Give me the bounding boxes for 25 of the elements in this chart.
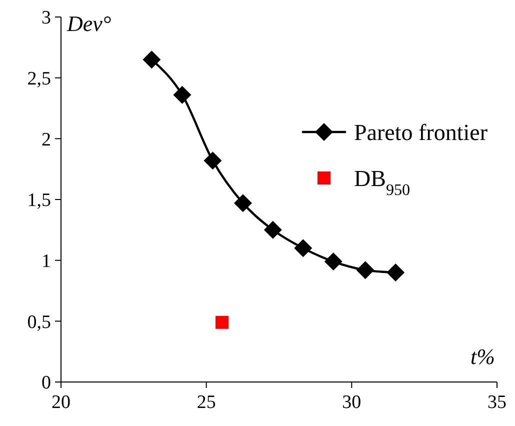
- y-tick-label: 3: [42, 8, 51, 29]
- point: [204, 152, 222, 170]
- x-tick-label: 20: [52, 392, 70, 413]
- x-tick-label: 35: [488, 392, 506, 413]
- point: [142, 50, 161, 69]
- y-tick-label: 0,5: [27, 312, 51, 333]
- y-axis-title: Dev°: [66, 11, 112, 36]
- y-tick-label: 2: [42, 129, 51, 150]
- point: [173, 86, 192, 104]
- y-tick-label: 0: [42, 372, 51, 394]
- point: [294, 239, 312, 258]
- x-axis-title: t%: [470, 344, 495, 369]
- y-tick-label: 2,5: [27, 68, 51, 90]
- x-tick-label: 30: [342, 392, 362, 413]
- point: [386, 264, 405, 282]
- point: [264, 220, 282, 239]
- legend-label: Pareto frontier: [354, 120, 488, 146]
- point: [216, 316, 229, 329]
- point: [356, 261, 374, 280]
- legend-label: DB$_{950}$: [354, 166, 410, 199]
- y-tick-label: 1: [42, 250, 51, 272]
- x-tick-label: 25: [196, 392, 216, 413]
- point: [234, 194, 252, 212]
- y-tick-label: 1,5: [27, 190, 51, 212]
- point: [324, 252, 342, 271]
